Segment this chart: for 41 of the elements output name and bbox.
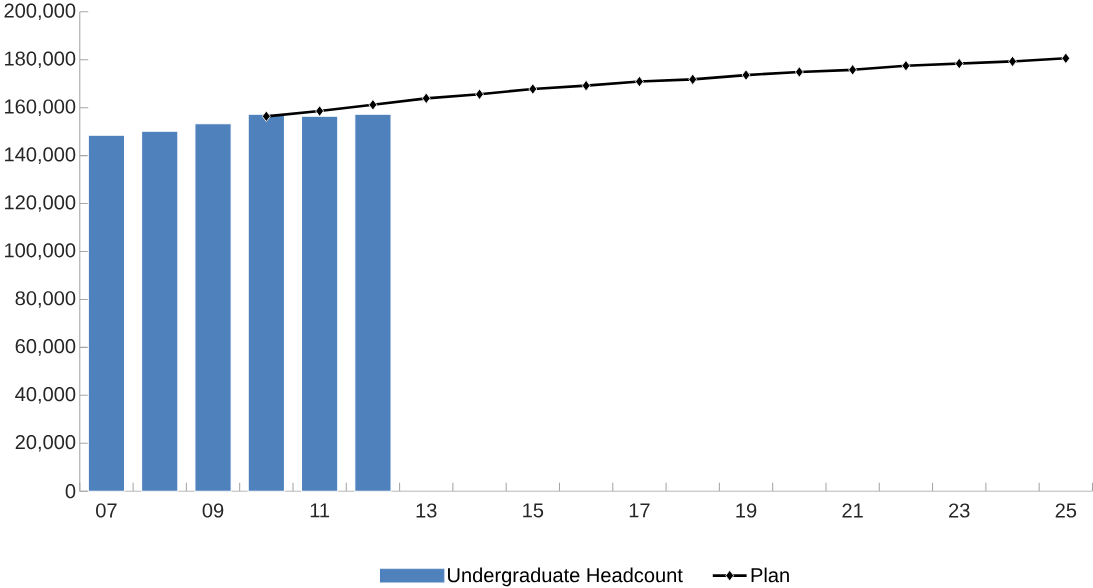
x-tick-label: 17 [629, 503, 650, 518]
x-tick-label: 11 [310, 503, 330, 518]
x-tick-label: 23 [949, 503, 970, 518]
x-tick-label: 09 [202, 503, 224, 518]
bar [354, 113, 392, 492]
point [1061, 52, 1071, 65]
point [315, 105, 325, 117]
y-tick-label: 200,000 [4, 3, 76, 21]
legend-label: Undergraduate Headcount [448, 567, 683, 587]
x-tick-label: 15 [523, 503, 544, 518]
y-tick-label: 60,000 [15, 339, 76, 356]
point [688, 73, 698, 86]
y-tick-label: 120,000 [5, 195, 76, 212]
point [954, 57, 964, 70]
point [741, 69, 751, 81]
y-tick-label: 80,000 [15, 291, 76, 308]
bar [247, 113, 285, 492]
point [848, 64, 858, 76]
y-tick-label: 20,000 [15, 435, 76, 452]
x-tick-label: 21 [842, 503, 863, 518]
legend-label: Plan [751, 567, 789, 583]
y-tick-label: 40,000 [15, 387, 76, 404]
point [261, 110, 271, 123]
point [528, 83, 538, 95]
y-tick-label: 160,000 [5, 99, 76, 117]
point [581, 79, 591, 92]
bar [87, 134, 126, 492]
x-tick-label: 19 [736, 503, 757, 518]
point [421, 92, 431, 105]
bar [141, 130, 179, 492]
point [368, 99, 378, 111]
y-tick-label: 100,000 [5, 243, 76, 260]
bar [194, 123, 232, 492]
point [901, 60, 911, 72]
y-tick-label: 140,000 [5, 147, 76, 164]
y-tick-label: 180,000 [5, 51, 76, 69]
x-tick-label: 13 [416, 503, 437, 518]
y-tick-label: 0 [65, 484, 76, 499]
x-tick-label: 07 [96, 503, 117, 518]
x-tick-label: 25 [1055, 503, 1077, 518]
point [794, 66, 804, 78]
